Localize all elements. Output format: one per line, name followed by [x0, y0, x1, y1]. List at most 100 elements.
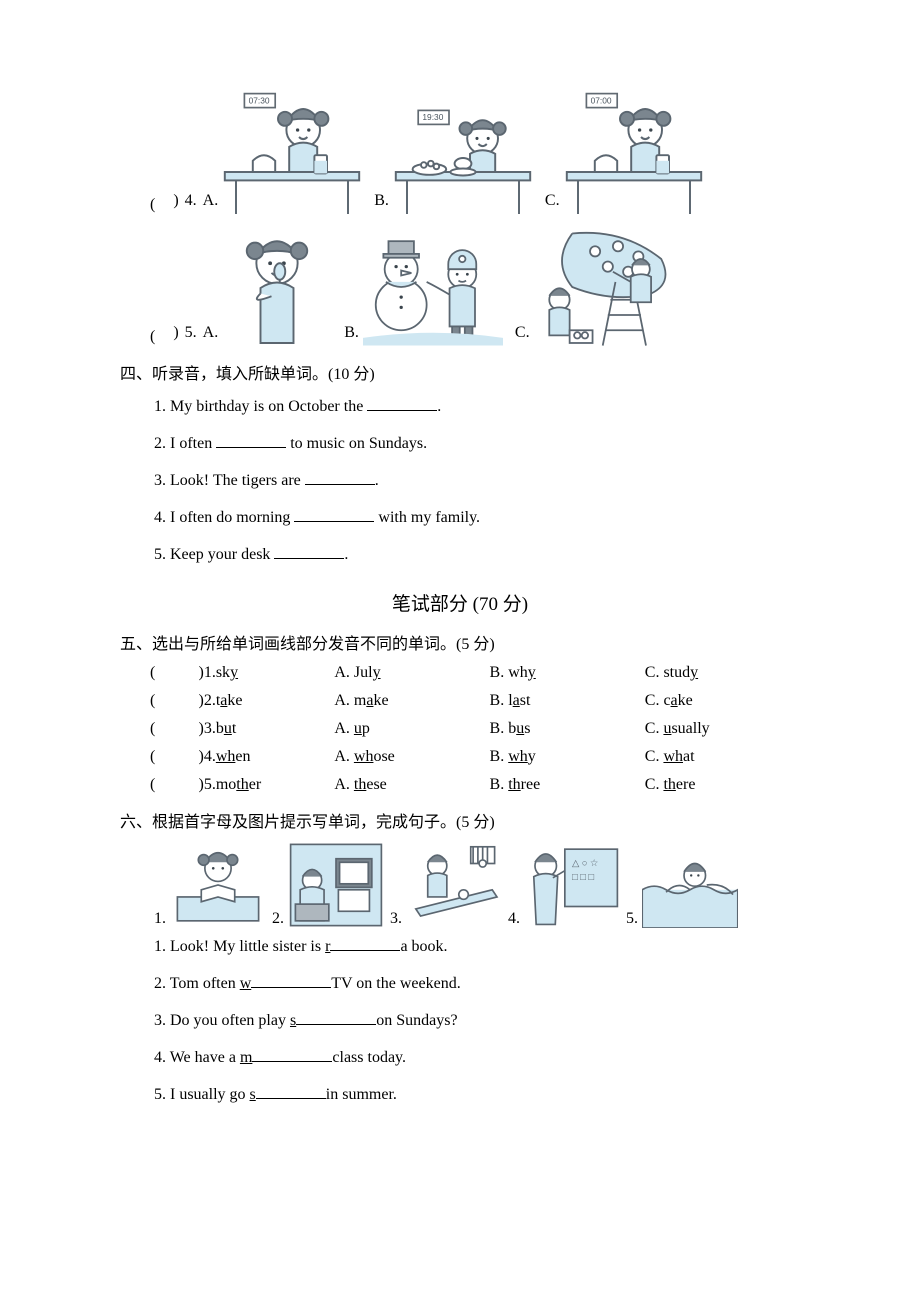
- text: class today.: [332, 1049, 406, 1066]
- word: )5.mother: [199, 776, 335, 794]
- blank[interactable]: [330, 934, 400, 951]
- opt-a: A. make: [334, 692, 489, 710]
- s4-item-1: 1. My birthday is on October the .: [154, 394, 800, 419]
- s5-row-4: ( )4.when A. whose B. why C. what: [150, 748, 800, 766]
- opt-c: C. usually: [645, 720, 800, 738]
- blank[interactable]: [296, 1008, 376, 1025]
- text: 2. Tom often: [154, 975, 240, 992]
- svg-text:19:30: 19:30: [422, 112, 443, 122]
- paren-open[interactable]: (: [150, 328, 165, 346]
- blank[interactable]: [274, 542, 344, 559]
- svg-text:△ ○ ☆: △ ○ ☆: [572, 858, 599, 869]
- opt-a: A. these: [334, 776, 489, 794]
- s6-item-5: 5. I usually go sin summer.: [154, 1082, 800, 1107]
- lead-letter: m: [240, 1049, 252, 1066]
- opt-b: B. bus: [490, 720, 645, 738]
- opt-a: A. whose: [334, 748, 489, 766]
- q4-image-b: 19:30: [393, 88, 533, 214]
- q5-image-a: [222, 222, 332, 346]
- blank[interactable]: [251, 971, 331, 988]
- text: 1. My birthday is on October the: [154, 398, 367, 415]
- s5-row-1: ( )1.sky A. July B. why C. study: [150, 664, 800, 682]
- word: )2.take: [199, 692, 335, 710]
- paren-close: ): [173, 324, 178, 342]
- paren[interactable]: (: [150, 776, 199, 794]
- text: 5. Keep your desk: [154, 546, 274, 563]
- img-num: 3.: [390, 910, 402, 928]
- img-num: 5.: [626, 910, 638, 928]
- blank[interactable]: [252, 1045, 332, 1062]
- text: 2. I often: [154, 435, 216, 452]
- q5-image-c: [534, 231, 674, 346]
- question-4-row: ( ) 4. A. 07:30: [150, 88, 800, 214]
- blank[interactable]: [367, 394, 437, 411]
- text: TV on the weekend.: [331, 975, 460, 992]
- paren[interactable]: (: [150, 692, 199, 710]
- option-label-c: C.: [515, 324, 530, 342]
- opt-b: B. why: [490, 748, 645, 766]
- lead-letter: w: [240, 975, 252, 992]
- svg-text:□ □ □: □ □ □: [572, 872, 594, 883]
- worksheet-page: ( ) 4. A. 07:30: [0, 0, 920, 1179]
- paren[interactable]: (: [150, 748, 199, 766]
- option-label-b: B.: [344, 324, 359, 342]
- opt-c: C. what: [645, 748, 800, 766]
- section-5-title: 五、选出与所给单词画线部分发音不同的单词。(5 分): [120, 630, 800, 654]
- s6-item-3: 3. Do you often play son Sundays?: [154, 1008, 800, 1033]
- word: )1.sky: [199, 664, 335, 682]
- paren-close: ): [173, 192, 178, 210]
- paren[interactable]: (: [150, 720, 199, 738]
- img-num: 1.: [154, 910, 166, 928]
- text: in summer.: [326, 1086, 397, 1103]
- opt-a: A. July: [334, 664, 489, 682]
- section-4-title: 四、听录音，填入所缺单词。(10 分): [120, 360, 800, 384]
- s4-item-3: 3. Look! The tigers are .: [154, 468, 800, 493]
- blank[interactable]: [294, 505, 374, 522]
- text: .: [437, 398, 441, 415]
- blank[interactable]: [216, 431, 286, 448]
- thumb-tv-icon: [288, 842, 384, 928]
- question-num: 5.: [185, 324, 197, 342]
- opt-c: C. cake: [645, 692, 800, 710]
- s6-item-1: 1. Look! My little sister is ra book.: [154, 934, 800, 959]
- q4-image-a: 07:30: [222, 88, 362, 214]
- text: 1. Look! My little sister is: [154, 938, 325, 955]
- img-num: 2.: [272, 910, 284, 928]
- opt-a: A. up: [334, 720, 489, 738]
- blank[interactable]: [305, 468, 375, 485]
- text: to music on Sundays.: [286, 435, 427, 452]
- s6-item-2: 2. Tom often w TV on the weekend.: [154, 971, 800, 996]
- text: 4. I often do morning: [154, 509, 294, 526]
- text: 3. Do you often play: [154, 1012, 290, 1029]
- text: 4. We have a: [154, 1049, 240, 1066]
- word: )4.when: [199, 748, 335, 766]
- option-label-a: A.: [203, 324, 219, 342]
- option-label-c: C.: [545, 192, 560, 210]
- svg-text:07:30: 07:30: [249, 95, 270, 105]
- paren[interactable]: (: [150, 664, 199, 682]
- blank[interactable]: [256, 1082, 326, 1099]
- word: )3.but: [199, 720, 335, 738]
- thumb-sports-icon: [406, 842, 502, 928]
- s5-row-3: ( )3.but A. up B. bus C. usually: [150, 720, 800, 738]
- s4-item-2: 2. I often to music on Sundays.: [154, 431, 800, 456]
- s5-row-5: ( )5.mother A. these B. three C. there: [150, 776, 800, 794]
- text: 5. I usually go: [154, 1086, 250, 1103]
- paren-open[interactable]: (: [150, 196, 165, 214]
- section-6-title: 六、根据首字母及图片提示写单词，完成句子。(5 分): [120, 808, 800, 832]
- s4-item-4: 4. I often do morning with my family.: [154, 505, 800, 530]
- opt-b: B. three: [490, 776, 645, 794]
- svg-text:07:00: 07:00: [590, 95, 611, 105]
- option-label-b: B.: [374, 192, 389, 210]
- q4-image-c: 07:00: [564, 88, 704, 214]
- question-5-row: ( ) 5. A. B.: [150, 222, 800, 346]
- text: .: [375, 472, 379, 489]
- opt-b: B. why: [490, 664, 645, 682]
- thumb-swimming-icon: [642, 842, 738, 928]
- text: on Sundays?: [376, 1012, 457, 1029]
- text: with my family.: [374, 509, 480, 526]
- section-6-images: 1. 2. 3.: [154, 842, 800, 928]
- question-num: 4.: [185, 192, 197, 210]
- option-label-a: A.: [203, 192, 219, 210]
- s4-item-5: 5. Keep your desk .: [154, 542, 800, 567]
